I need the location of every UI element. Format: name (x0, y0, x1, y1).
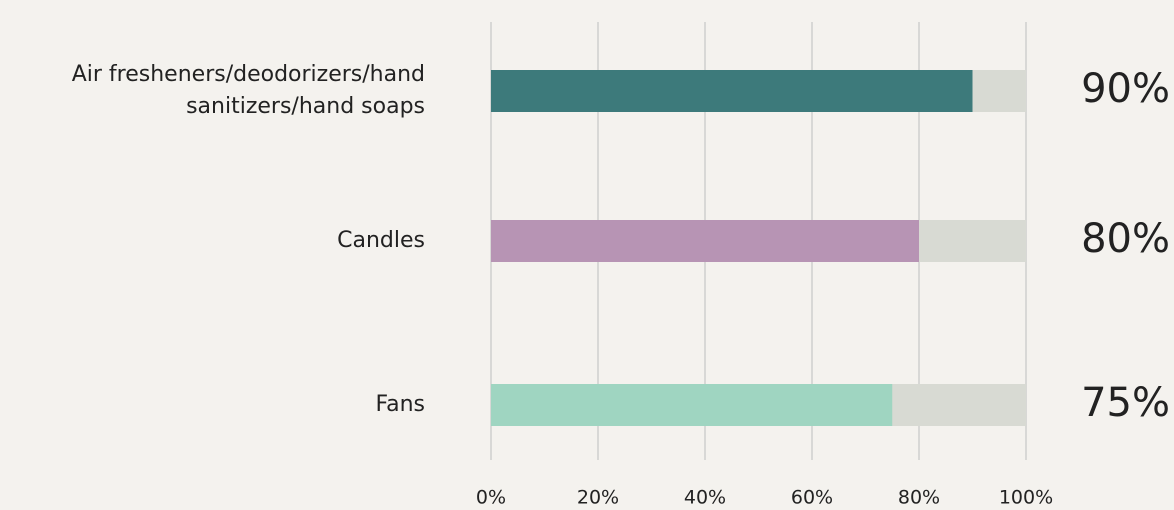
value-label: 90% (1081, 66, 1170, 112)
category-label: Fans (375, 392, 425, 417)
category-label: Air fresheners/deodorizers/hand sanitize… (71, 62, 425, 119)
bar (491, 70, 973, 112)
value-label: 75% (1081, 380, 1170, 426)
x-tick-label: 100% (999, 487, 1053, 509)
x-tick-label: 0% (476, 487, 506, 509)
value-label: 80% (1081, 216, 1170, 262)
category-label: Candles (337, 228, 425, 253)
x-tick-label: 20% (577, 487, 619, 509)
x-tick-label: 80% (898, 487, 940, 509)
x-tick-label: 60% (791, 487, 833, 509)
bar (491, 220, 919, 262)
bar (491, 384, 893, 426)
x-tick-label: 40% (684, 487, 726, 509)
